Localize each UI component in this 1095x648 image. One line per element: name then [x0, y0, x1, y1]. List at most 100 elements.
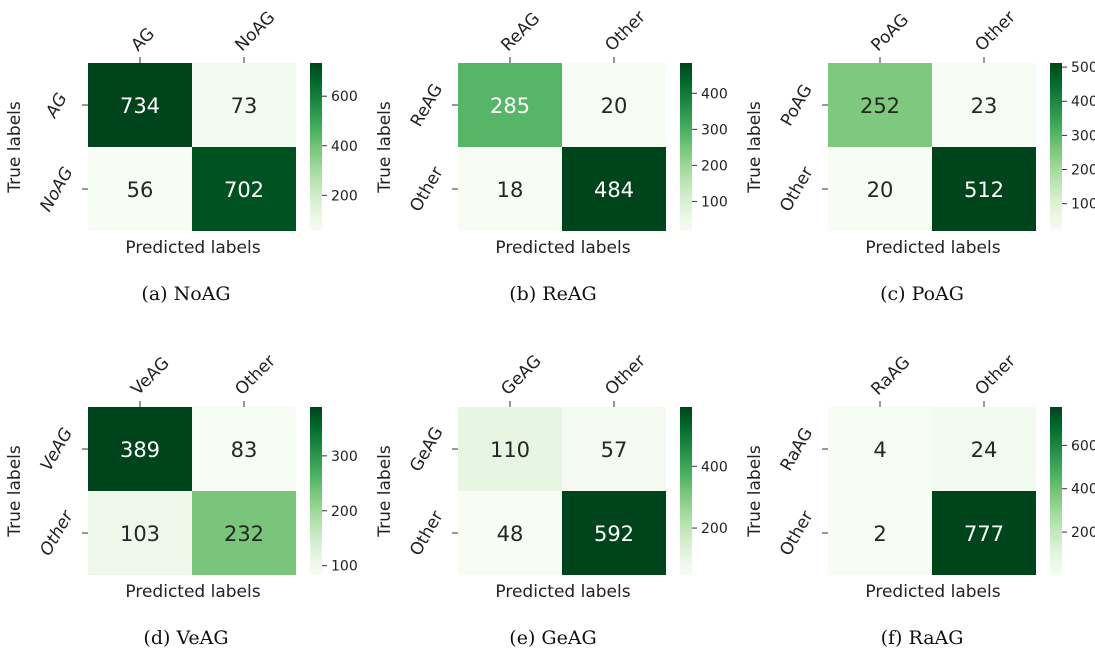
cell-value-label: 18: [497, 178, 524, 202]
colorbar: [680, 407, 692, 575]
colorbar-tick-label: 400: [1071, 94, 1095, 110]
confusion-matrix-panel-2: 285 20 18 484 ReAG Other ReAG Other Predicted la…: [375, 7, 728, 305]
panel-caption: (f) RaAG: [881, 627, 964, 648]
y-axis-label: True labels: [375, 101, 395, 194]
heatmap-cell: [88, 491, 192, 575]
cell-value-label: 20: [867, 178, 894, 202]
y-axis-label: True labels: [5, 101, 25, 194]
colorbar-tick-label: 600: [1071, 438, 1095, 454]
colorbar: [310, 63, 322, 231]
cell-value-label: 232: [224, 522, 264, 546]
confusion-matrix-panel-4: 389 83 103 232 VeAG Other VeAG Other Predicted l…: [5, 351, 358, 648]
cell-value-label: 734: [120, 94, 160, 118]
heatmap-cell: [458, 491, 562, 575]
y-tick-label: PoAG: [777, 81, 817, 130]
colorbar: [1050, 63, 1062, 231]
heatmap-cell: [932, 491, 1036, 575]
heatmap-cell: [88, 147, 192, 231]
panel-caption: (d) VeAG: [143, 627, 228, 648]
x-tick-label: AG: [127, 24, 158, 55]
heatmap-cell: [562, 147, 666, 231]
colorbar-tick-label: 100: [331, 559, 358, 575]
panel-caption: (e) GeAG: [509, 627, 596, 648]
heatmap-cell: [192, 147, 296, 231]
cell-value-label: 484: [594, 178, 634, 202]
colorbar-tick-label: 400: [701, 459, 728, 475]
heatmap-cell: [562, 63, 666, 147]
x-tick-label: Other: [231, 351, 279, 399]
heatmap-cell: [828, 63, 932, 147]
heatmap-cell: [828, 147, 932, 231]
y-axis-label: True labels: [745, 445, 765, 538]
heatmap-cell: [828, 491, 932, 575]
cell-value-label: 57: [601, 438, 628, 462]
confusion-matrix-panel-1: 734 73 56 702 AG NoAG AG NoAG Predicted labels Tr…: [5, 8, 358, 305]
y-tick-label: Other: [406, 164, 447, 216]
x-axis-label: Predicted labels: [865, 582, 1000, 602]
y-axis-label: True labels: [745, 101, 765, 194]
cell-value-label: 83: [231, 438, 258, 462]
x-axis-label: Predicted labels: [125, 238, 260, 258]
cell-value-label: 777: [964, 522, 1004, 546]
colorbar-tick-label: 300: [331, 449, 358, 465]
colorbar-tick-label: 500: [1071, 60, 1095, 76]
colorbar-tick-label: 400: [1071, 482, 1095, 498]
cell-value-label: 73: [231, 94, 258, 118]
cell-value-label: 103: [120, 522, 160, 546]
colorbar-tick-label: 200: [1071, 525, 1095, 541]
colorbar-tick-label: 400: [701, 86, 728, 102]
cell-value-label: 2: [873, 522, 886, 546]
cell-value-label: 48: [497, 522, 524, 546]
heatmap-cell: [88, 407, 192, 491]
colorbar-tick-label: 200: [331, 504, 358, 520]
colorbar-tick-label: 400: [331, 139, 358, 155]
heatmap-cell: [192, 407, 296, 491]
x-tick-label: VeAG: [127, 353, 173, 399]
colorbar-tick-label: 200: [701, 158, 728, 174]
cell-value-label: 512: [964, 178, 1004, 202]
cell-value-label: 252: [860, 94, 900, 118]
heatmap-cell: [562, 491, 666, 575]
x-tick-label: RaAG: [867, 353, 914, 400]
x-tick-label: ReAG: [497, 9, 544, 56]
colorbar: [680, 63, 692, 231]
cell-value-label: 285: [490, 94, 530, 118]
x-axis-label: Predicted labels: [495, 238, 630, 258]
colorbar-tick-label: 300: [1071, 128, 1095, 144]
heatmap-cell: [828, 407, 932, 491]
panel-caption: (a) NoAG: [141, 283, 230, 305]
x-axis-label: Predicted labels: [495, 582, 630, 602]
heatmap-cell: [458, 147, 562, 231]
x-axis-label: Predicted labels: [125, 582, 260, 602]
heatmap-cell: [88, 63, 192, 147]
cell-value-label: 4: [873, 438, 886, 462]
y-tick-label: Other: [776, 164, 817, 216]
heatmap-cell: [458, 63, 562, 147]
colorbar: [310, 407, 322, 575]
x-axis-label: Predicted labels: [865, 238, 1000, 258]
y-tick-label: AG: [42, 90, 72, 122]
colorbar-tick-label: 100: [701, 194, 728, 210]
cell-value-label: 24: [971, 438, 998, 462]
y-tick-label: Other: [406, 508, 447, 560]
cell-value-label: 702: [224, 178, 264, 202]
y-tick-label: RaAG: [777, 424, 818, 474]
x-tick-label: Other: [601, 351, 649, 399]
colorbar-tick-label: 600: [331, 89, 358, 105]
y-tick-label: VeAG: [37, 425, 77, 475]
y-axis-label: True labels: [375, 445, 395, 538]
y-tick-label: Other: [36, 507, 78, 560]
x-tick-label: Other: [971, 7, 1019, 55]
y-tick-label: Other: [776, 508, 817, 560]
x-tick-label: PoAG: [867, 10, 913, 56]
confusion-matrix-panel-5: 110 57 48 592 GeAG Other GeAG Other Predicted la…: [375, 351, 728, 648]
y-tick-label: GeAG: [406, 424, 447, 476]
cell-value-label: 23: [971, 94, 998, 118]
confusion-matrix-panel-6: 4 24 2 777 RaAG Other RaAG Other Predicted label…: [745, 351, 1095, 648]
cell-value-label: 389: [120, 438, 160, 462]
heatmap-cell: [192, 63, 296, 147]
x-tick-label: NoAG: [231, 8, 279, 56]
colorbar-tick-label: 200: [1071, 163, 1095, 179]
